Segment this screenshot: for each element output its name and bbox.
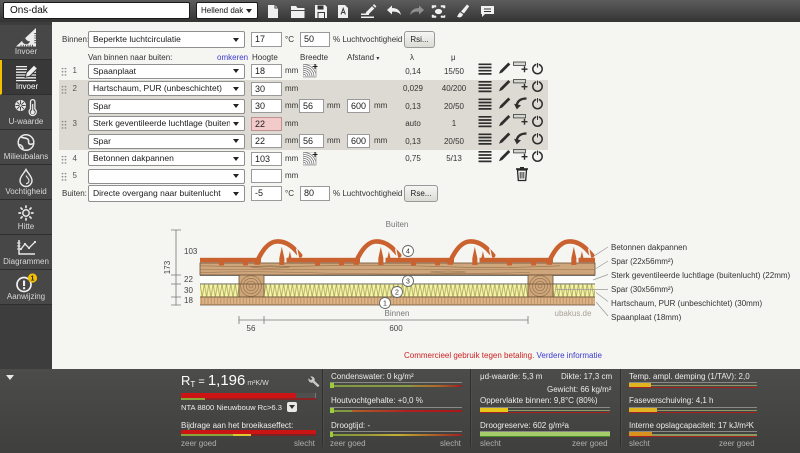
svg-text:56: 56 [247, 324, 256, 333]
svg-text:Spar (30x56mm²): Spar (30x56mm²) [611, 285, 674, 294]
svg-text:Sterk geventileerde luchtlage: Sterk geventileerde luchtlage (buitenluc… [611, 271, 791, 280]
svg-text:Betonnen dakpannen: Betonnen dakpannen [611, 243, 687, 252]
svg-text:600: 600 [389, 324, 403, 333]
svg-text:1: 1 [383, 301, 387, 308]
svg-text:1: 1 [31, 276, 35, 283]
svg-text:3: 3 [406, 279, 410, 286]
svg-text:30: 30 [184, 286, 193, 295]
svg-text:2: 2 [395, 290, 399, 297]
svg-text:173: 173 [163, 260, 172, 274]
svg-text:103: 103 [184, 247, 198, 256]
svg-text:4: 4 [406, 249, 410, 256]
svg-text:Spaanplaat (18mm): Spaanplaat (18mm) [611, 313, 682, 322]
svg-text:22: 22 [184, 275, 193, 284]
svg-text:Binnen: Binnen [385, 309, 410, 318]
svg-text:Hartschaum, PUR (unbeschichtet: Hartschaum, PUR (unbeschichtet) (30mm) [611, 299, 762, 308]
svg-text:Buiten: Buiten [386, 220, 409, 229]
svg-text:ubakus.de: ubakus.de [555, 309, 592, 318]
svg-text:18: 18 [184, 296, 193, 305]
svg-text:Spar (22x56mm²): Spar (22x56mm²) [611, 257, 674, 266]
